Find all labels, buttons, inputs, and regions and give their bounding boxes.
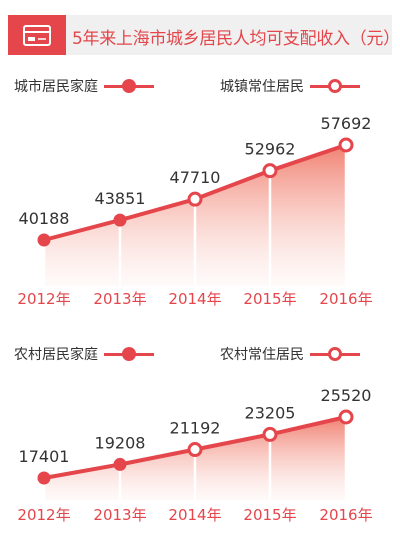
title-bar: 5年来上海市城乡居民人均可支配收入（元） <box>8 15 400 55</box>
point-marker-hollow <box>338 409 354 425</box>
point-marker-hollow <box>338 137 354 153</box>
legend-label: 城市居民家庭 <box>14 79 98 95</box>
legend-marker-hollow <box>310 76 360 96</box>
wallet-card-icon <box>23 25 51 46</box>
legend-item-urban-resident: 城镇常住居民 <box>220 76 360 96</box>
data-label: 23205 <box>245 403 296 422</box>
point-marker <box>113 457 127 471</box>
x-tick-label: 2012年 <box>17 506 70 524</box>
title-icon-box <box>8 15 66 55</box>
legend-item-rural-household: 农村居民家庭 <box>14 344 154 364</box>
point-marker <box>37 471 51 485</box>
x-tick-label: 2013年 <box>93 506 146 524</box>
point-marker-hollow <box>262 426 278 442</box>
data-label: 40188 <box>19 209 70 228</box>
data-label: 21192 <box>170 419 221 438</box>
x-tick-label: 2014年 <box>168 290 221 308</box>
point-marker-hollow <box>262 163 278 179</box>
data-label: 57692 <box>321 114 372 133</box>
legend-label: 农村居民家庭 <box>14 347 98 363</box>
legend-marker-hollow <box>310 344 360 364</box>
x-tick-label: 2013年 <box>93 290 146 308</box>
data-label: 47710 <box>170 168 221 187</box>
point-marker-hollow <box>187 191 203 207</box>
point-marker <box>113 213 127 227</box>
legend-marker-filled <box>104 344 154 364</box>
point-marker <box>37 233 51 247</box>
x-tick-label: 2012年 <box>17 290 70 308</box>
data-label: 43851 <box>95 189 146 208</box>
legend-label: 农村常住居民 <box>220 347 304 363</box>
data-label: 17401 <box>19 447 70 466</box>
x-tick-label: 2016年 <box>319 506 372 524</box>
legend-item-rural-resident: 农村常住居民 <box>220 344 360 364</box>
legend-label: 城镇常住居民 <box>220 79 304 95</box>
x-tick-label: 2015年 <box>243 506 296 524</box>
page-title: 5年来上海市城乡居民人均可支配收入（元） <box>72 29 400 49</box>
legend-marker-filled <box>104 76 154 96</box>
point-marker-hollow <box>187 442 203 458</box>
data-label: 19208 <box>95 433 146 452</box>
data-label: 52962 <box>245 140 296 159</box>
x-tick-label: 2016年 <box>319 290 372 308</box>
data-label: 25520 <box>321 386 372 405</box>
x-tick-label: 2014年 <box>168 506 221 524</box>
legend-item-urban-household: 城市居民家庭 <box>14 76 154 96</box>
x-tick-label: 2015年 <box>243 290 296 308</box>
